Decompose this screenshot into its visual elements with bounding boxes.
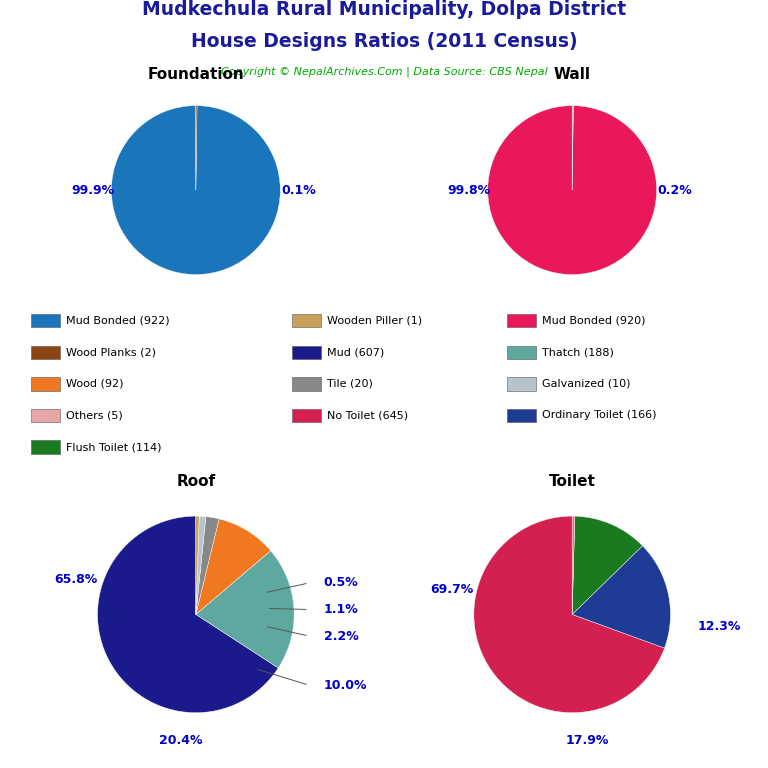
Title: Roof: Roof bbox=[177, 474, 215, 489]
Text: Wooden Piller (1): Wooden Piller (1) bbox=[327, 316, 422, 326]
Bar bbox=[292, 409, 321, 422]
Text: 69.7%: 69.7% bbox=[431, 584, 474, 596]
Text: 20.4%: 20.4% bbox=[159, 733, 203, 746]
Bar bbox=[507, 409, 536, 422]
Text: House Designs Ratios (2011 Census): House Designs Ratios (2011 Census) bbox=[190, 32, 578, 51]
Text: Mud (607): Mud (607) bbox=[327, 347, 385, 357]
Bar bbox=[292, 346, 321, 359]
Bar bbox=[31, 440, 60, 454]
Bar bbox=[31, 409, 60, 422]
Bar bbox=[31, 314, 60, 327]
Bar bbox=[507, 346, 536, 359]
Wedge shape bbox=[572, 516, 574, 614]
Wedge shape bbox=[196, 551, 294, 668]
Wedge shape bbox=[196, 516, 206, 614]
Text: Mudkechula Rural Municipality, Dolpa District: Mudkechula Rural Municipality, Dolpa Dis… bbox=[142, 0, 626, 19]
Text: 0.1%: 0.1% bbox=[282, 184, 316, 197]
Text: Flush Toilet (114): Flush Toilet (114) bbox=[66, 442, 161, 452]
Wedge shape bbox=[488, 105, 657, 274]
Bar bbox=[507, 377, 536, 391]
Bar bbox=[31, 377, 60, 391]
Bar bbox=[292, 314, 321, 327]
Text: Ordinary Toilet (166): Ordinary Toilet (166) bbox=[542, 410, 657, 420]
Bar bbox=[507, 314, 536, 327]
Text: Mud Bonded (920): Mud Bonded (920) bbox=[542, 316, 646, 326]
Text: Wood Planks (2): Wood Planks (2) bbox=[66, 347, 156, 357]
Text: Tile (20): Tile (20) bbox=[327, 379, 373, 389]
Title: Toilet: Toilet bbox=[548, 474, 596, 489]
Text: 0.5%: 0.5% bbox=[323, 577, 359, 590]
Text: 65.8%: 65.8% bbox=[55, 574, 98, 587]
Wedge shape bbox=[572, 106, 573, 190]
Title: Wall: Wall bbox=[554, 67, 591, 82]
Text: 10.0%: 10.0% bbox=[323, 679, 367, 692]
Bar bbox=[31, 346, 60, 359]
Text: 1.1%: 1.1% bbox=[323, 603, 359, 616]
Wedge shape bbox=[572, 516, 643, 614]
Text: Others (5): Others (5) bbox=[66, 410, 123, 420]
Wedge shape bbox=[98, 516, 278, 713]
Text: 17.9%: 17.9% bbox=[565, 733, 608, 746]
Text: 0.2%: 0.2% bbox=[658, 184, 693, 197]
Wedge shape bbox=[196, 106, 197, 190]
Text: No Toilet (645): No Toilet (645) bbox=[327, 410, 409, 420]
Bar bbox=[292, 377, 321, 391]
Text: 99.8%: 99.8% bbox=[448, 184, 491, 197]
Wedge shape bbox=[474, 516, 664, 713]
Wedge shape bbox=[572, 546, 670, 648]
Text: Copyright © NepalArchives.Com | Data Source: CBS Nepal: Copyright © NepalArchives.Com | Data Sou… bbox=[220, 66, 548, 77]
Wedge shape bbox=[196, 519, 270, 614]
Text: Mud Bonded (922): Mud Bonded (922) bbox=[66, 316, 170, 326]
Wedge shape bbox=[196, 516, 199, 614]
Text: 12.3%: 12.3% bbox=[698, 620, 741, 633]
Wedge shape bbox=[196, 517, 219, 614]
Text: Wood (92): Wood (92) bbox=[66, 379, 124, 389]
Text: 2.2%: 2.2% bbox=[323, 630, 359, 643]
Text: Galvanized (10): Galvanized (10) bbox=[542, 379, 631, 389]
Text: 99.9%: 99.9% bbox=[71, 184, 114, 197]
Wedge shape bbox=[111, 105, 280, 274]
Title: Foundation: Foundation bbox=[147, 67, 244, 82]
Text: Thatch (188): Thatch (188) bbox=[542, 347, 614, 357]
